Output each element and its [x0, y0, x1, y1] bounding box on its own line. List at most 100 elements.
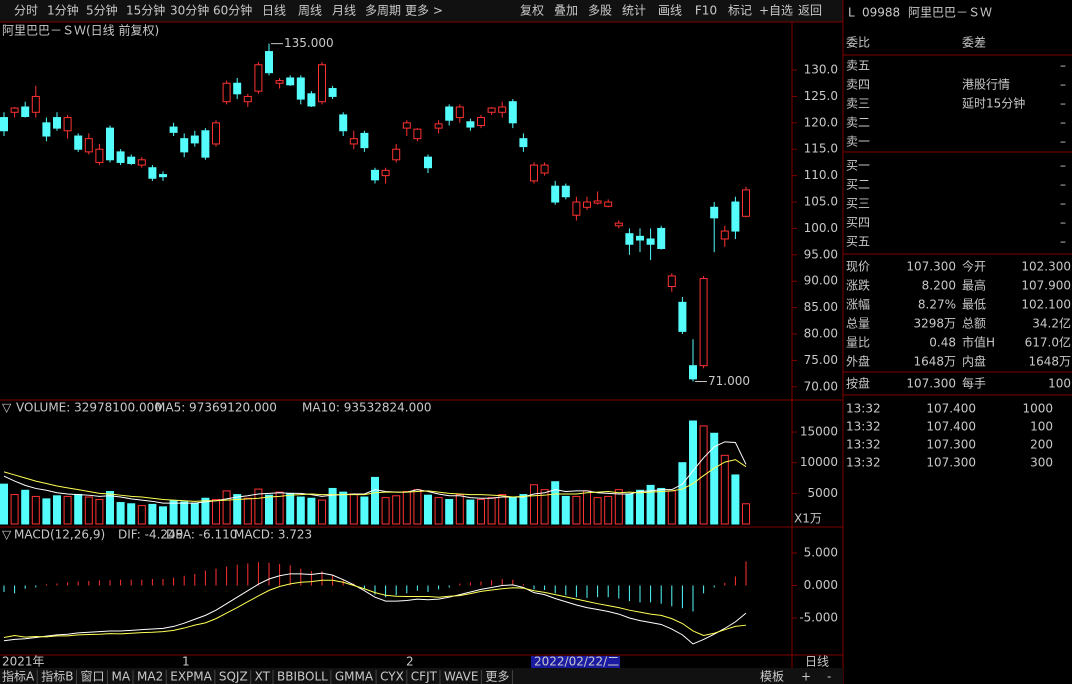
trade-volume: 1000: [1022, 402, 1053, 416]
macd-header: MACD: 3.723: [234, 528, 312, 542]
stat-label: 涨幅: [846, 297, 870, 312]
indicator-tab[interactable]: 更多: [485, 670, 509, 684]
candle-body: [74, 135, 83, 150]
toolbar-button[interactable]: 标记: [728, 4, 752, 18]
y-tick-label: 5000: [807, 486, 838, 500]
candle-body: [0, 117, 8, 132]
toolbar-button[interactable]: 画线: [658, 4, 682, 18]
volume-bar: [328, 487, 337, 525]
volume-bar: [508, 497, 517, 525]
trade-volume: 300: [1030, 456, 1053, 470]
toolbar-tab[interactable]: 日线: [262, 4, 286, 18]
indicator-tab[interactable]: 指标B: [41, 669, 73, 684]
toolbar-tab[interactable]: 周线: [298, 4, 322, 18]
volume-bar: [519, 494, 528, 525]
book-label: 买五: [846, 235, 870, 249]
candle-body: [371, 169, 379, 181]
volume-bar: [116, 502, 125, 525]
volume-bar: [466, 499, 475, 525]
candle-body: [636, 235, 644, 241]
stat-label: 涨跌: [846, 278, 870, 293]
volume-bar: [540, 489, 549, 525]
y-tick-label: 70.00: [804, 379, 838, 393]
candle-body: [710, 206, 719, 219]
toolbar-button[interactable]: 叠加: [554, 4, 578, 18]
candle-body: [678, 301, 687, 332]
indicator-tab[interactable]: EXPMA: [170, 670, 212, 684]
candle-body: [689, 365, 697, 380]
indicator-tab[interactable]: BBIBOLL: [277, 670, 328, 684]
bottom-button[interactable]: -: [827, 670, 831, 684]
trade-price: 107.400: [926, 420, 976, 434]
toolbar-tab[interactable]: 多周期: [365, 4, 401, 18]
toolbar-tab[interactable]: 5分钟: [86, 3, 118, 18]
candle-body: [402, 122, 411, 129]
volume-bar: [360, 496, 369, 525]
candle-body: [137, 159, 146, 166]
toolbar-tab[interactable]: 月线: [332, 4, 356, 18]
toolbar-button[interactable]: 多股: [588, 4, 612, 18]
volume-bar: [53, 495, 61, 525]
toolbar-tab[interactable]: 分时: [14, 4, 38, 18]
candle-body: [572, 201, 581, 216]
toolbar-tab[interactable]: 30分钟: [170, 3, 209, 18]
volume-bar: [689, 420, 697, 525]
candle-body: [657, 227, 666, 249]
indicator-tab[interactable]: WAVE: [444, 670, 478, 684]
candle-body: [296, 77, 305, 100]
stat-value: 0.48: [929, 336, 956, 350]
stat-value: 3298万: [913, 317, 956, 331]
header-icon: ▽: [2, 528, 12, 542]
trade-price: 107.300: [926, 438, 976, 452]
indicator-tab[interactable]: MA2: [137, 670, 163, 684]
stat-value: 1648万: [1028, 355, 1071, 369]
indicator-tab[interactable]: MA: [111, 670, 130, 684]
macd-header: DEA: -6.110: [166, 528, 237, 542]
toolbar-tab[interactable]: 60分钟: [213, 3, 252, 18]
cursor-date-bg: [531, 656, 620, 668]
stat-value: 107.300: [906, 260, 956, 274]
candle-body: [201, 130, 210, 158]
toolbar-button[interactable]: +自选: [759, 4, 793, 18]
y-tick-label: 110.0: [804, 168, 838, 182]
indicator-tab[interactable]: SQJZ: [219, 670, 248, 684]
book-label: 卖三: [846, 97, 870, 111]
indicator-tab[interactable]: 窗口: [80, 670, 104, 684]
book-label: 卖一: [846, 135, 870, 149]
bottom-button[interactable]: +: [801, 670, 811, 684]
candle-body: [445, 106, 454, 121]
trade-volume: 100: [1030, 420, 1053, 434]
volume-bar: [551, 481, 560, 525]
volume-bar: [413, 489, 422, 525]
volume-bar: [402, 491, 411, 525]
volume-bar: [424, 494, 432, 525]
candle-body: [233, 82, 242, 95]
candle-body: [265, 51, 273, 74]
toolbar-tab[interactable]: 更多 >: [405, 4, 443, 18]
volume-bar: [233, 494, 242, 525]
toolbar-button[interactable]: 统计: [622, 4, 646, 18]
toolbar-button[interactable]: 返回: [798, 4, 822, 18]
indicator-tab[interactable]: 指标A: [2, 669, 35, 684]
volume-bar: [731, 474, 740, 525]
toolbar-button[interactable]: F10: [695, 4, 717, 18]
volume-header: MA5: 97369120.000: [155, 401, 277, 415]
candle-body: [127, 156, 136, 164]
indicator-tab[interactable]: CYX: [380, 670, 404, 684]
stat-label: 外盘: [846, 354, 870, 369]
bottom-button[interactable]: 模板: [760, 670, 784, 684]
candle-body: [742, 189, 750, 217]
toolbar-tab[interactable]: 1分钟: [47, 3, 79, 18]
volume-bar: [95, 498, 104, 525]
toolbar-button[interactable]: 复权: [520, 4, 544, 18]
volume-bar: [583, 490, 591, 525]
annotation-label: 135.000: [284, 36, 334, 50]
candle-body: [551, 185, 560, 203]
indicator-tab[interactable]: CFJT: [411, 670, 438, 684]
stat-label: 总量: [846, 317, 870, 331]
toolbar-tab[interactable]: 15分钟: [126, 3, 165, 18]
volume-bar: [201, 497, 210, 525]
indicator-tab[interactable]: XT: [255, 670, 271, 684]
indicator-tab[interactable]: GMMA: [335, 670, 374, 684]
candle-body: [434, 123, 443, 129]
